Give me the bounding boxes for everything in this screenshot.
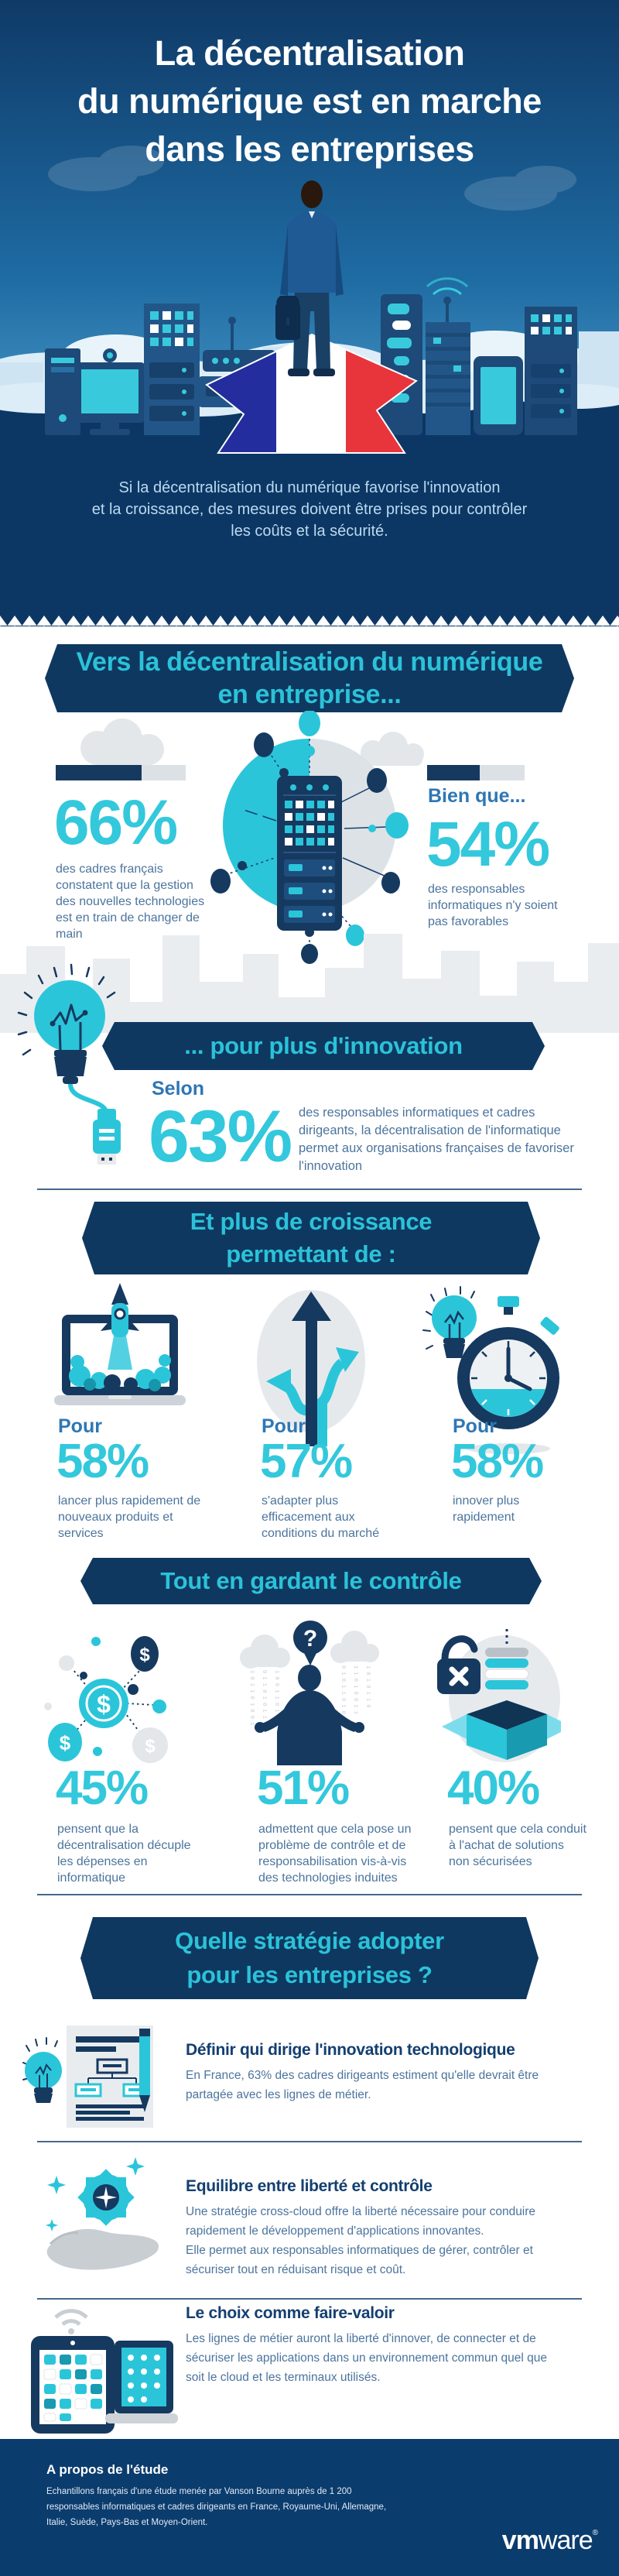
document-plan-icon [22, 2025, 153, 2128]
cloud-doubt-icon: 1 0 1 1 0 1 0 0 1 0 1 1 0 1 0 1 1 1 0 0 … [240, 1621, 379, 1765]
stat-40: 40% [447, 1761, 540, 1815]
diverging-arrows-icon [257, 1290, 365, 1446]
stat-58b: 58% [451, 1435, 544, 1488]
stat-63: 63% [149, 1096, 292, 1178]
section3-banner: Et plus de croissance permettant de : [82, 1202, 540, 1274]
devices-choice-icon [31, 2309, 178, 2434]
monitor-icon [74, 348, 145, 435]
cloud-icon [361, 732, 424, 766]
section5-banner: Quelle stratégie adopter pour les entrep… [80, 1917, 539, 1999]
title-line: dans les entreprises [145, 129, 474, 169]
lightbulb-usb-icon [17, 963, 121, 1165]
stat-63-caption: des responsables informatiques et cadres… [299, 1106, 574, 1173]
stat-caption: admettent que cela pose un problème de c… [258, 1823, 412, 1885]
svg-text:?: ? [303, 1626, 317, 1652]
vmware-logo: vmware® [501, 2526, 598, 2555]
section-divider [37, 1894, 582, 1895]
server-network-icon [210, 711, 409, 964]
strategy1-title: Définir qui dirige l'innovation technolo… [186, 2041, 515, 2059]
row-divider [37, 2141, 582, 2142]
strategy2-body: Une stratégie cross-cloud offre la liber… [186, 2205, 536, 2276]
stat-caption: s'adapter plus efficacement aux conditio… [262, 1494, 380, 1540]
pour-label: Pour [453, 1415, 497, 1437]
progress-fill [427, 765, 480, 780]
striped-tower-icon [426, 322, 470, 435]
smoke [69, 1354, 171, 1391]
antenna-icon [426, 277, 469, 327]
svg-text:1 0 0 1 1 0 1: 1 0 0 1 1 0 1 [273, 1670, 279, 1713]
stat-caption: lancer plus rapidement de nouveaux produ… [58, 1494, 201, 1540]
section-divider [37, 1189, 582, 1190]
businessman-silhouette [275, 180, 344, 376]
stat-caption: pensent que la décentralisation décuple … [57, 1823, 191, 1885]
stat-66-caption: des cadres français constatent que la ge… [56, 863, 205, 941]
footer-body: Echantillons français d'une étude menée … [46, 2487, 387, 2527]
svg-text:1 1 0 1 0 0 1 1: 1 1 0 1 0 0 1 1 [352, 1665, 358, 1714]
gray-skyline [0, 934, 619, 1033]
progress-fill [56, 765, 142, 780]
zigzag-border [0, 616, 619, 626]
unsecured-lock-icon [437, 1629, 561, 1762]
svg-text:1 0 1 0 1 1 0: 1 0 1 0 1 1 0 [364, 1665, 371, 1708]
cloud-icon [48, 146, 576, 211]
svg-text:$: $ [97, 1690, 111, 1718]
bulb-stopwatch-icon [422, 1286, 559, 1454]
strategy2-title: Equilibre entre liberté et contrôle [186, 2177, 433, 2195]
server-tower-icon [525, 307, 577, 435]
stat-54-caption: des responsables informatiques n'y soien… [428, 883, 558, 928]
hero-city-illustration [0, 0, 619, 616]
phone-icon [474, 356, 523, 435]
page-title: La décentralisation du numérique est en … [0, 29, 619, 173]
cloud-icon [80, 719, 164, 765]
strategy3-body: Les lignes de métier auront la liberté d… [186, 2332, 547, 2384]
stat-51: 51% [257, 1761, 350, 1815]
stat-66: 66% [54, 787, 178, 858]
svg-text:$: $ [145, 1736, 156, 1757]
pour-label: Pour [262, 1415, 306, 1437]
title-line: du numérique est en marche [77, 81, 542, 121]
svg-text:$: $ [139, 1645, 150, 1665]
section1-banner: Vers la décentralisation du numérique en… [45, 644, 574, 712]
strategy3-title: Le choix comme faire-valoir [186, 2304, 395, 2322]
svg-text:1 0 1 1 0 1 0 0 1: 1 0 1 1 0 1 0 0 1 [248, 1670, 255, 1725]
stat-45: 45% [56, 1761, 149, 1815]
hand-gear-icon [46, 2157, 159, 2270]
hero-paragraph: Si la décentralisation du numérique favo… [91, 479, 528, 540]
pour-label: Pour [58, 1415, 102, 1437]
footer: A propos de l'étude Echantillons françai… [0, 2439, 619, 2576]
row-divider [37, 2298, 582, 2300]
section4-banner: Tout en gardant le contrôle [80, 1558, 542, 1604]
svg-text:0 1 0 1 1 0 1 0: 0 1 0 1 1 0 1 0 [340, 1665, 346, 1714]
server-tower-icon [144, 304, 200, 435]
money-network-icon: $ $ $ $ [44, 1636, 168, 1763]
stat-63-intro: Selon [152, 1078, 205, 1099]
footer-heading: A propos de l'étude [46, 2462, 169, 2477]
stat-58a: 58% [56, 1435, 149, 1488]
pc-tower-icon [45, 348, 80, 435]
stat-caption: innover plus rapidement [453, 1494, 520, 1524]
progress-bar-54 [427, 765, 525, 780]
stat-57: 57% [260, 1435, 353, 1488]
svg-text:$: $ [60, 1731, 71, 1754]
progress-bar-66 [56, 765, 186, 780]
svg-text:0 1 1 0 1 0 1 1: 0 1 1 0 1 0 1 1 [261, 1670, 267, 1719]
section2-banner: ... pour plus d'innovation [102, 1022, 545, 1070]
stat-caption: pensent que cela conduit à l'achat de so… [449, 1823, 587, 1868]
server-rack-icon [277, 776, 342, 931]
stat-54: 54% [426, 809, 550, 880]
stat-54-intro: Bien que... [428, 785, 526, 807]
chat-tower-icon [381, 294, 422, 435]
hero-section: La décentralisation du numérique est en … [0, 0, 619, 616]
laptop-rocket-icon [54, 1283, 186, 1405]
strategy1-body: En France, 63% des cadres dirigeants est… [186, 2069, 539, 2101]
title-line: La décentralisation [154, 33, 465, 73]
